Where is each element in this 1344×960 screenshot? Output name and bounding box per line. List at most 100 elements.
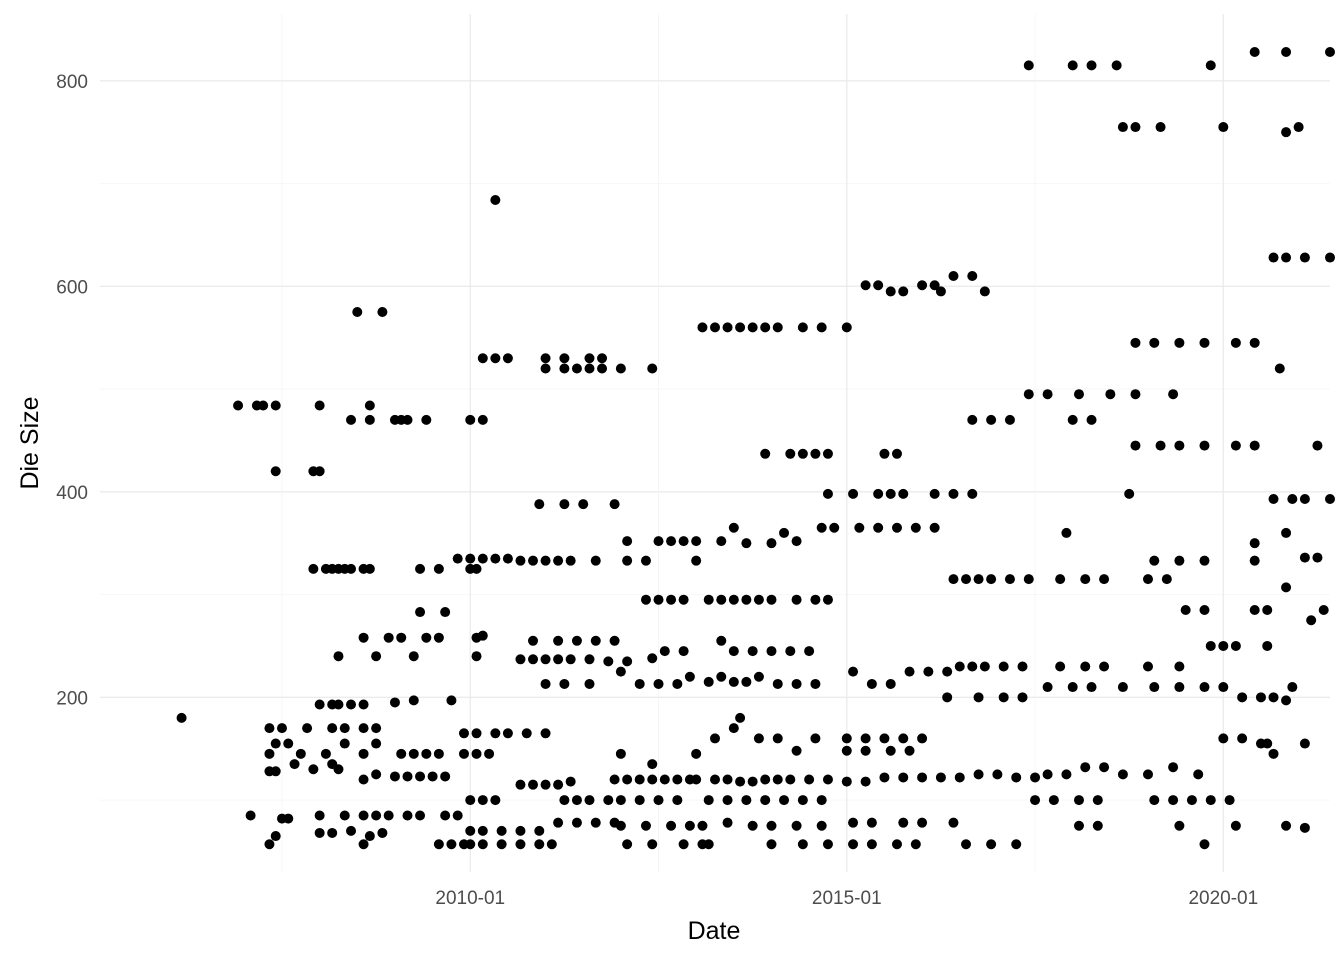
data-point bbox=[1262, 640, 1273, 651]
data-point bbox=[433, 632, 444, 643]
data-point bbox=[1268, 252, 1279, 263]
data-point bbox=[691, 774, 702, 785]
data-point bbox=[929, 488, 940, 499]
data-point bbox=[766, 820, 777, 831]
data-point bbox=[766, 538, 777, 549]
data-point bbox=[1017, 692, 1028, 703]
data-point bbox=[653, 795, 664, 806]
data-point bbox=[691, 748, 702, 759]
data-point bbox=[1174, 555, 1185, 566]
data-point bbox=[1155, 122, 1166, 133]
data-point bbox=[810, 733, 821, 744]
data-point bbox=[540, 555, 551, 566]
data-point bbox=[1023, 60, 1034, 71]
data-point bbox=[1249, 538, 1260, 549]
data-point bbox=[816, 322, 827, 333]
data-point bbox=[766, 594, 777, 605]
data-point bbox=[452, 553, 463, 564]
data-point bbox=[1092, 795, 1103, 806]
data-point bbox=[1117, 122, 1128, 133]
data-point bbox=[408, 695, 419, 706]
data-point bbox=[898, 817, 909, 828]
data-point bbox=[910, 839, 921, 850]
data-point bbox=[1199, 839, 1210, 850]
data-point bbox=[848, 666, 859, 677]
data-point bbox=[917, 772, 928, 783]
data-point bbox=[735, 776, 746, 787]
data-point bbox=[866, 839, 877, 850]
data-point bbox=[1092, 820, 1103, 831]
data-point bbox=[810, 448, 821, 459]
data-point bbox=[860, 733, 871, 744]
data-point bbox=[791, 536, 802, 547]
data-point bbox=[772, 322, 783, 333]
data-point bbox=[659, 646, 670, 657]
data-point bbox=[283, 738, 294, 749]
data-point bbox=[866, 817, 877, 828]
data-point bbox=[1011, 772, 1022, 783]
data-point bbox=[515, 555, 526, 566]
data-point bbox=[515, 779, 526, 790]
data-point bbox=[678, 646, 689, 657]
data-point bbox=[735, 712, 746, 723]
data-point bbox=[772, 733, 783, 744]
data-point bbox=[389, 771, 400, 782]
data-point bbox=[258, 400, 269, 411]
data-point bbox=[1174, 682, 1185, 693]
data-point bbox=[760, 795, 771, 806]
y-axis-title: Die Size bbox=[16, 396, 44, 489]
data-point bbox=[728, 522, 739, 533]
data-point bbox=[421, 748, 432, 759]
data-point bbox=[1230, 440, 1241, 451]
data-point bbox=[1073, 820, 1084, 831]
data-point bbox=[1168, 795, 1179, 806]
data-point bbox=[1281, 47, 1292, 58]
data-point bbox=[678, 594, 689, 605]
data-point bbox=[371, 769, 382, 780]
data-point bbox=[496, 839, 507, 850]
data-point bbox=[973, 692, 984, 703]
data-point bbox=[741, 538, 752, 549]
data-point bbox=[1218, 682, 1229, 693]
data-point bbox=[722, 817, 733, 828]
data-point bbox=[264, 748, 275, 759]
data-point bbox=[904, 666, 915, 677]
data-point bbox=[678, 839, 689, 850]
data-point bbox=[935, 772, 946, 783]
data-point bbox=[1268, 692, 1279, 703]
data-point bbox=[1105, 389, 1116, 400]
data-point bbox=[1111, 60, 1122, 71]
data-point bbox=[1073, 389, 1084, 400]
data-point bbox=[415, 563, 426, 574]
data-point bbox=[458, 728, 469, 739]
data-point bbox=[1199, 440, 1210, 451]
data-point bbox=[697, 322, 708, 333]
data-point bbox=[722, 322, 733, 333]
data-point bbox=[873, 488, 884, 499]
data-point bbox=[760, 774, 771, 785]
data-point bbox=[647, 774, 658, 785]
data-point bbox=[515, 839, 526, 850]
data-point bbox=[1218, 733, 1229, 744]
data-point bbox=[565, 555, 576, 566]
data-point bbox=[917, 733, 928, 744]
x-tick-label: 2020-01 bbox=[1188, 888, 1258, 909]
data-point bbox=[785, 448, 796, 459]
data-point bbox=[791, 820, 802, 831]
data-point bbox=[415, 771, 426, 782]
data-point bbox=[176, 712, 187, 723]
data-point bbox=[584, 353, 595, 364]
y-tick-label: 200 bbox=[56, 688, 88, 709]
data-point bbox=[1023, 574, 1034, 585]
data-point bbox=[716, 635, 727, 646]
data-point bbox=[490, 553, 501, 564]
data-point bbox=[791, 745, 802, 756]
data-point bbox=[691, 536, 702, 547]
data-point bbox=[760, 322, 771, 333]
data-point bbox=[358, 839, 369, 850]
data-point bbox=[1325, 252, 1335, 263]
data-point bbox=[559, 678, 570, 689]
data-point bbox=[615, 666, 626, 677]
data-point bbox=[841, 733, 852, 744]
data-point bbox=[358, 723, 369, 734]
